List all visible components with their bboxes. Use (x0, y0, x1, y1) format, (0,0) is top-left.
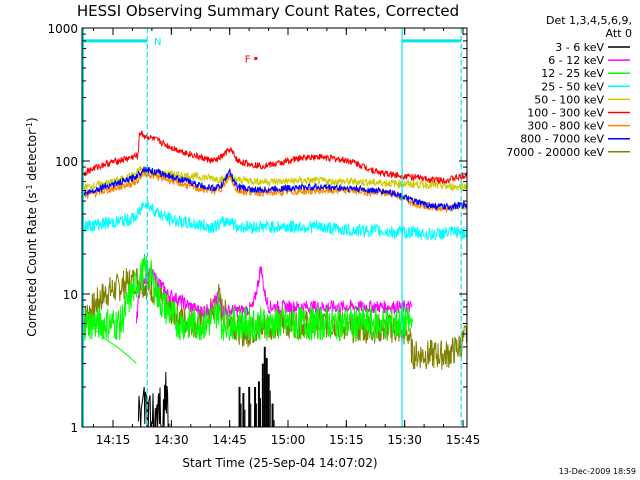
x-axis-label: Start Time (25-Sep-04 14:07:02) (182, 456, 377, 470)
y-tick-label: 1 (70, 421, 78, 435)
legend-label: 6 - 12 keV (548, 54, 604, 67)
x-tick-label: 15:45 (446, 433, 481, 447)
y-tick-label: 1000 (47, 22, 78, 36)
legend-label: 3 - 6 keV (555, 41, 604, 54)
series-line-25-50-kev (82, 200, 467, 241)
plot-frame (81, 27, 468, 428)
night-label: N (154, 37, 161, 48)
x-tick-label: 15:00 (271, 433, 306, 447)
y-axis-label: Corrected Count Rate (s-1 detector-1) (25, 117, 39, 336)
chart-title: HESSI Observing Summary Count Rates, Cor… (77, 2, 459, 20)
axis-layer: 14:15 14:30 14:45 15:00 15:15 15:30 15:45 1 10 10… (47, 22, 480, 447)
series-line-3-6-kev (137, 371, 170, 427)
series-line-12-25-kev (82, 253, 413, 342)
x-tick-label: 14:30 (154, 433, 189, 447)
flare-label: F (245, 54, 251, 65)
x-tick-label: 14:45 (212, 433, 247, 447)
legend-header: Det 1,3,4,5,6,9, (546, 14, 632, 27)
legend-label: 50 - 100 keV (534, 93, 604, 106)
series-group (82, 130, 467, 427)
legend-header: Att 0 (606, 27, 632, 40)
y-axis-label-part: ) (25, 117, 39, 122)
legend-label: 25 - 50 keV (541, 80, 604, 93)
plot-layer: NF (82, 28, 467, 427)
y-axis-label-part: Corrected Count Rate (s (25, 192, 39, 336)
footer-date: 13-Dec-2009 18:59 (559, 467, 636, 476)
legend-label: 300 - 800 keV (527, 120, 604, 133)
y-tick-label: 10 (63, 288, 78, 302)
legend-label: 800 - 7000 keV (520, 133, 604, 146)
legend-label: 12 - 25 keV (541, 67, 604, 80)
legend-label: 7000 - 20000 keV (506, 146, 604, 159)
y-axis-label-exponent: -1 (25, 184, 34, 192)
flare-dot (254, 56, 258, 60)
legend-label: 100 - 300 keV (527, 107, 604, 120)
x-tick-label: 15:30 (387, 433, 422, 447)
x-tick-label: 14:15 (96, 433, 131, 447)
x-tick-label: 15:15 (329, 433, 364, 447)
series-line-6-12-kev (135, 266, 413, 324)
y-axis-label-exponent: -1 (25, 122, 34, 130)
y-axis-label-part: detector (25, 130, 39, 185)
y-tick-label: 100 (55, 155, 78, 169)
series-decay-12-25-kev (93, 328, 137, 364)
